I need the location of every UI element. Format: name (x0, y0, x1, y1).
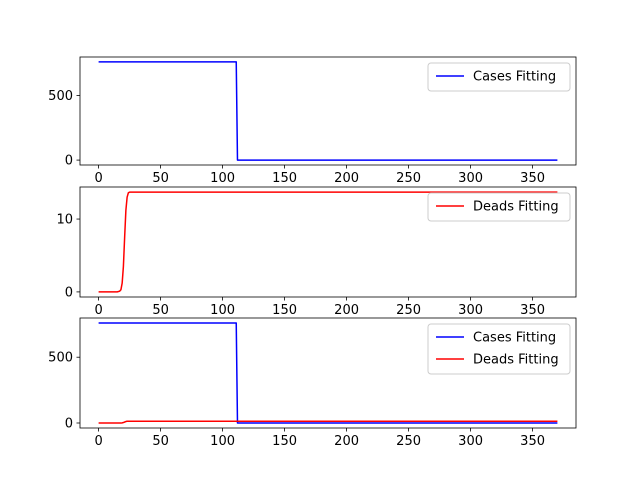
x-tick-label: 150 (272, 303, 297, 318)
x-tick-label: 50 (152, 303, 169, 318)
axes-frame (79, 56, 577, 166)
legend-box (427, 62, 571, 92)
legend-label: Cases Fitting (473, 331, 556, 346)
x-tick-label: 100 (210, 434, 235, 449)
x-tick-label: 100 (210, 303, 235, 318)
x-tick-label: 350 (520, 303, 545, 318)
y-tick-label: 500 (48, 351, 73, 366)
legend-label: Deads Fitting (473, 200, 559, 215)
x-tick-label: 50 (152, 171, 169, 186)
axes-frame (79, 186, 577, 298)
x-tick-label: 250 (396, 303, 421, 318)
subplot-2: 0 50 100 150 200 250 300 350 0 10 Deads Fitting (56, 186, 577, 318)
axes-frame (79, 317, 577, 429)
y-tick-label: 10 (56, 213, 73, 228)
legend-label: Deads Fitting (473, 353, 559, 368)
x-tick-label: 250 (396, 434, 421, 449)
x-tick-label: 300 (458, 171, 483, 186)
x-tick-label: 200 (334, 434, 359, 449)
x-tick-label: 0 (94, 171, 102, 186)
subplot-1: 0 50 100 150 200 250 300 350 0 500 Cases Fitting (48, 56, 577, 186)
y-tick-label: 0 (65, 417, 73, 432)
x-tick-label: 350 (520, 434, 545, 449)
y-tick-label: 500 (48, 89, 73, 104)
series-line-2 (98, 420, 558, 424)
x-tick-label: 150 (272, 171, 297, 186)
x-tick-label: 50 (152, 434, 169, 449)
y-tick-label: 0 (65, 154, 73, 169)
x-tick-label: 100 (210, 171, 235, 186)
x-tick-label: 200 (334, 171, 359, 186)
series-line-1 (98, 322, 558, 424)
x-tick-label: 300 (458, 303, 483, 318)
x-tick-label: 200 (334, 303, 359, 318)
legend-label: Cases Fitting (473, 70, 556, 85)
series-line-1 (98, 191, 558, 293)
x-tick-label: 250 (396, 171, 421, 186)
subplot-3: 0 50 100 150 200 250 300 350 0 500 Cases Fitting De… (48, 317, 577, 449)
y-tick-label: 0 (65, 285, 73, 300)
legend-box (427, 192, 571, 222)
x-tick-label: 0 (94, 434, 102, 449)
x-tick-label: 0 (94, 303, 102, 318)
x-tick-label: 350 (520, 171, 545, 186)
x-tick-label: 300 (458, 434, 483, 449)
series-line-1 (98, 61, 558, 161)
x-tick-label: 150 (272, 434, 297, 449)
